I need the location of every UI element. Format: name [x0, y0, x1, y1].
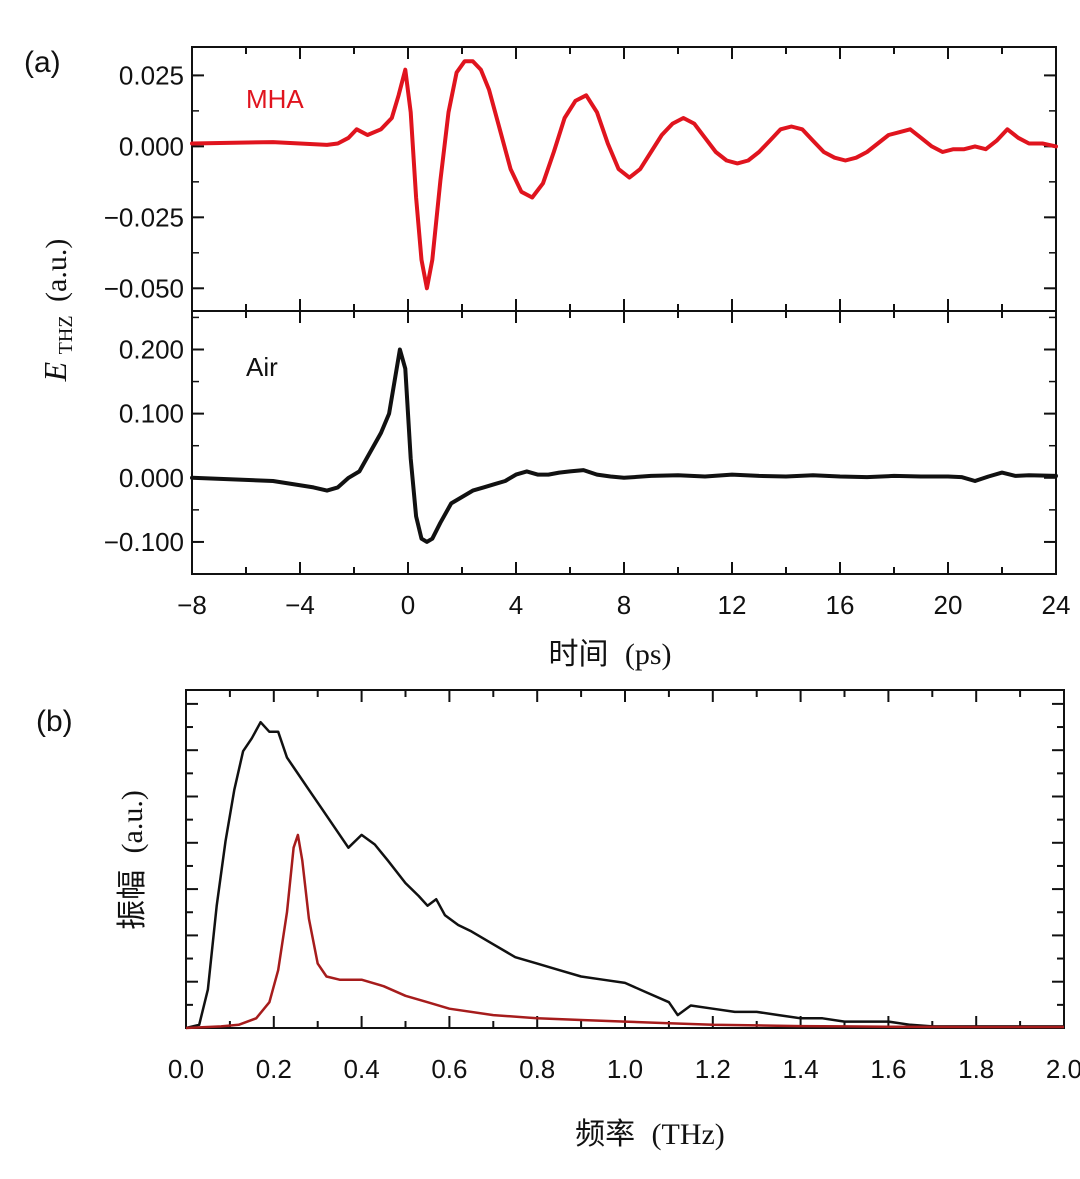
panel-a-x-tick-label: 12	[718, 590, 747, 620]
panel-a-top-y-tick-label: −0.050	[104, 273, 184, 303]
panel-b-x-axis-title-cn: 频率	[575, 1118, 635, 1151]
panel-a-x-tick-label: 24	[1042, 590, 1071, 620]
panel-a-y-axis-title: E THZ (a.u.)	[37, 239, 79, 383]
panel-b-x-axis-title: 频率 (THz)	[575, 1118, 725, 1151]
panel-b-x-tick-label: 0.2	[256, 1054, 292, 1084]
panel-b-x-tick-label: 1.8	[958, 1054, 994, 1084]
panel-a-bottom-y-tick-label: 0.100	[119, 399, 184, 429]
mha-time-series-line	[190, 59, 1058, 291]
panel-a-y-axis-title-sub: THZ	[55, 315, 77, 354]
panel-a-top-y-tick-label: 0.000	[119, 131, 184, 161]
panel-a-tag: (a)	[24, 46, 61, 79]
panel-a-y-axis-title-main: E	[37, 361, 73, 382]
mha-series-label: MHA	[246, 84, 304, 114]
mha-spectrum-line	[185, 833, 1064, 1030]
panel-a-bottom-y-tick-label: −0.100	[104, 527, 184, 557]
air-series-label: Air	[246, 352, 278, 382]
panel-a-top-frame	[191, 46, 1057, 312]
panel-a-top-y-tick-label: 0.025	[119, 60, 184, 90]
panel-b-x-tick-label: 0.4	[344, 1054, 380, 1084]
panel-b-x-tick-label: 0.6	[431, 1054, 467, 1084]
panel-b-y-axis-title-unit: (a.u.)	[116, 790, 149, 853]
panel-a-bottom-y-tick-label: 0.000	[119, 463, 184, 493]
panel-a-bottom-frame	[191, 310, 1057, 575]
panel-b-y-axis-title: 振幅 (a.u.)	[116, 790, 149, 930]
panel-a-bottom-y-tick-label: 0.200	[119, 334, 184, 364]
panel-b-x-axis-title-unit: (THz)	[652, 1118, 725, 1151]
panel-b-x-tick-label: 1.4	[783, 1054, 819, 1084]
panel-b-x-tick-label: 1.6	[870, 1054, 906, 1084]
panel-a-top-y-tick-label: −0.025	[104, 202, 184, 232]
panel-b-x-tick-label: 1.0	[607, 1054, 643, 1084]
panel-a-x-axis-title-cn: 时间	[549, 638, 609, 671]
panel-a-y-axis-title-unit: (a.u.)	[40, 239, 73, 302]
panel-a-x-tick-label: 20	[934, 590, 963, 620]
air-time-series-line	[190, 347, 1058, 544]
panel-a-x-tick-label: −8	[177, 590, 207, 620]
panel-a-x-tick-label: 8	[617, 590, 631, 620]
air-spectrum-line	[185, 720, 1064, 1030]
panel-a-x-axis-title-unit: (ps)	[625, 638, 672, 671]
panel-a-x-tick-label: 0	[401, 590, 415, 620]
panel-a-x-tick-label: 16	[826, 590, 855, 620]
panel-a-x-axis-title: 时间 (ps)	[549, 638, 672, 671]
panel-b-x-tick-label: 0.0	[168, 1054, 204, 1084]
panel-b-x-tick-label: 0.8	[519, 1054, 555, 1084]
panel-b-tag: (b)	[36, 705, 73, 738]
panel-a-x-tick-label: 4	[509, 590, 523, 620]
panel-b-frame	[185, 689, 1065, 1029]
panel-b-x-tick-label: 1.2	[695, 1054, 731, 1084]
panel-b-y-axis-title-cn: 振幅	[116, 870, 149, 930]
panel-b-x-tick-label: 2.0	[1046, 1054, 1080, 1084]
panel-a-x-tick-label: −4	[285, 590, 315, 620]
